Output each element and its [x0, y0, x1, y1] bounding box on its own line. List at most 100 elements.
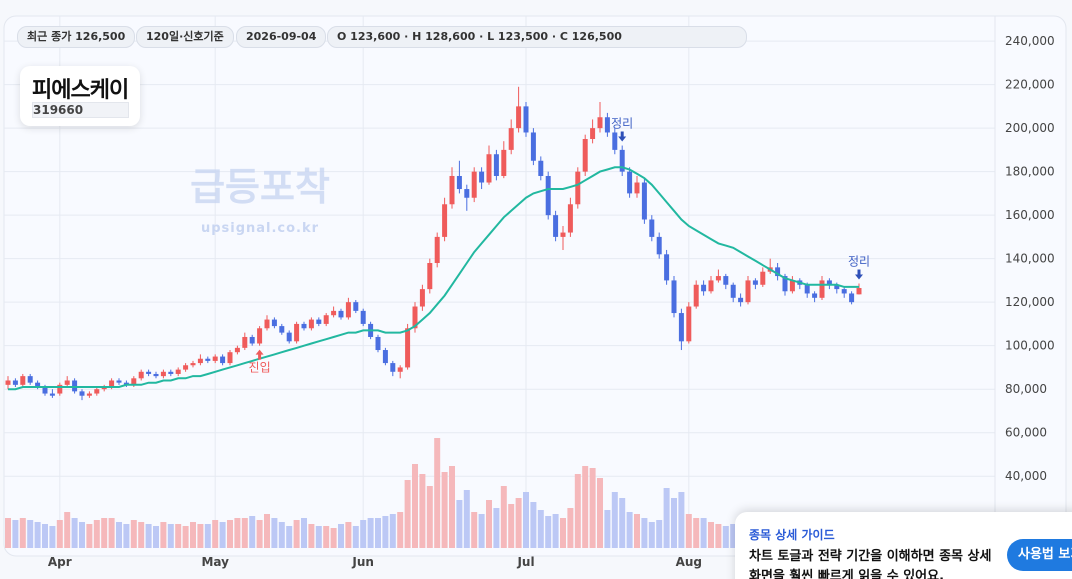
signal: 진입	[249, 349, 271, 375]
x-tick-label: Aug	[676, 555, 702, 569]
y-tick-label: 240,000	[1005, 34, 1055, 48]
watermark-url: upsignal.co.kr	[201, 221, 319, 236]
candle-body	[323, 315, 329, 324]
volume-bar	[101, 518, 108, 548]
volume-bar	[523, 492, 529, 548]
volume-bar	[537, 510, 544, 548]
candle-body	[545, 175, 551, 216]
volume-bar	[722, 526, 729, 548]
volume-bar	[71, 518, 78, 548]
candle-body	[841, 289, 847, 294]
volume-bar	[508, 504, 515, 548]
volume-bar	[397, 512, 404, 548]
candle-body	[412, 306, 418, 329]
candle-body	[849, 293, 855, 303]
volume-bar	[604, 510, 611, 548]
volume-bar	[123, 524, 130, 548]
candle-body	[582, 139, 588, 172]
candle-body	[249, 336, 255, 344]
candle-body	[427, 263, 433, 290]
volume-bar	[685, 514, 692, 548]
candle-body	[79, 391, 85, 396]
candle-body	[5, 380, 11, 385]
guide-text: 차트 토글과 전략 기간을 이해하면 종목 상세	[749, 549, 992, 564]
volume-bar	[212, 520, 219, 548]
volume-bar	[375, 518, 381, 548]
volume-bar	[256, 520, 263, 548]
candle-body	[715, 276, 721, 281]
candle-body	[390, 363, 396, 372]
volume-bar	[493, 508, 500, 548]
volume-bar	[219, 522, 226, 548]
volume-bar	[93, 520, 100, 548]
candle-body	[434, 236, 440, 264]
candle-body	[590, 128, 596, 140]
volume-bar	[160, 522, 167, 548]
signal-label: 진입	[249, 361, 271, 375]
candle-body	[190, 363, 196, 366]
candle-body	[360, 310, 366, 324]
candle-body	[560, 232, 566, 237]
x-tick-label: Jun	[351, 555, 374, 569]
volume-bar	[486, 500, 492, 548]
candle-body	[331, 310, 337, 316]
candle-body	[242, 336, 248, 348]
candle-body	[449, 175, 455, 205]
volume-bar	[419, 474, 426, 548]
candle-body	[227, 352, 233, 364]
volume-bar	[478, 514, 485, 548]
candle-body	[530, 132, 536, 161]
volume-bar	[708, 522, 714, 548]
candle-body	[486, 154, 492, 183]
volume-bar	[412, 464, 418, 548]
guide-popup: 종목 상세 가이드 차트 토글과 전략 기간을 이해하면 종목 상세 화면을 훨…	[735, 512, 1072, 579]
volume-bar	[264, 514, 270, 548]
volume-bar	[663, 488, 670, 548]
volume-bar	[693, 518, 700, 548]
volume-bar	[463, 490, 470, 548]
volume-bar	[116, 522, 122, 548]
candle-body	[205, 358, 211, 361]
x-tick-label: May	[201, 555, 229, 569]
volume-bar	[79, 522, 85, 548]
candle-body	[619, 149, 625, 172]
volume-bar	[301, 518, 307, 548]
pill: O 123,600 · H 128,600 · L 123,500 · C 12…	[327, 26, 747, 48]
volume-bar	[286, 526, 293, 548]
signal-arrow	[855, 269, 863, 280]
candle-body	[760, 271, 766, 285]
candle-body	[131, 378, 137, 385]
candle-body	[775, 267, 781, 277]
candle-body	[382, 350, 388, 364]
candle-body	[138, 371, 144, 379]
candle-body	[456, 175, 462, 190]
volume-bar	[367, 518, 374, 548]
candle-body	[678, 313, 684, 342]
candle-body	[516, 106, 522, 129]
candle-body	[523, 106, 529, 133]
volume-bar	[167, 524, 174, 548]
guide-button[interactable]: 사용법 보기	[1007, 539, 1072, 571]
volume-bar	[234, 518, 241, 548]
candle-body	[234, 347, 240, 353]
candle-body	[693, 284, 699, 307]
volume-bar	[130, 520, 137, 548]
volume-bar	[34, 522, 41, 548]
y-tick-label: 60,000	[1005, 426, 1047, 440]
candle-body	[508, 128, 514, 150]
candle-body	[286, 332, 292, 342]
volume-bar	[715, 524, 722, 548]
signal: 정리	[848, 254, 870, 280]
guide-text: 화면을 훨씬 빠르게 읽을 수 있어요.	[749, 569, 945, 579]
candle-body	[301, 323, 307, 329]
candle-body	[634, 182, 640, 194]
candle-body	[664, 254, 670, 281]
candle-body	[834, 284, 840, 290]
volume-bar	[671, 498, 677, 548]
candle-body	[338, 310, 344, 318]
candle-body	[479, 171, 485, 183]
volume-bar	[434, 438, 441, 548]
volume-bar	[271, 518, 278, 548]
volume-bar	[153, 526, 159, 548]
volume-bar	[145, 524, 152, 548]
